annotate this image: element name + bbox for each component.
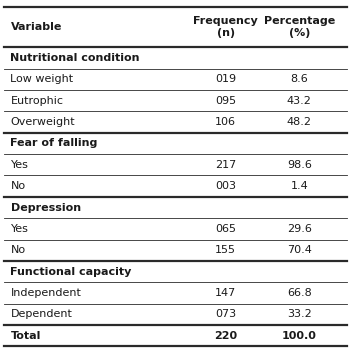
Text: Independent: Independent [10,288,81,298]
Text: 106: 106 [215,117,236,127]
Text: 70.4: 70.4 [287,245,312,255]
Text: Frequency
(n): Frequency (n) [193,16,258,38]
Text: 48.2: 48.2 [287,117,312,127]
Text: Fear of falling: Fear of falling [10,139,98,148]
Text: 8.6: 8.6 [290,74,308,84]
Text: Functional capacity: Functional capacity [10,267,132,277]
Text: 1.4: 1.4 [290,181,308,191]
Text: 003: 003 [215,181,236,191]
Text: 217: 217 [215,160,236,170]
Text: Depression: Depression [10,203,80,212]
Text: 073: 073 [215,309,236,320]
Text: Eutrophic: Eutrophic [10,96,63,106]
Text: 220: 220 [214,331,237,341]
Text: 019: 019 [215,74,236,84]
Text: Dependent: Dependent [10,309,72,320]
Text: Variable: Variable [10,22,62,32]
Text: 095: 095 [215,96,236,106]
Text: 147: 147 [215,288,236,298]
Text: 43.2: 43.2 [287,96,312,106]
Text: Yes: Yes [10,160,28,170]
Text: 065: 065 [215,224,236,234]
Text: Low weight: Low weight [10,74,74,84]
Text: Total: Total [10,331,41,341]
Text: 98.6: 98.6 [287,160,312,170]
Text: No: No [10,245,26,255]
Text: No: No [10,181,26,191]
Text: Nutritional condition: Nutritional condition [10,53,140,63]
Text: 100.0: 100.0 [282,331,317,341]
Text: Percentage
(%): Percentage (%) [264,16,335,38]
Text: Yes: Yes [10,224,28,234]
Text: 29.6: 29.6 [287,224,312,234]
Text: 66.8: 66.8 [287,288,312,298]
Text: 155: 155 [215,245,236,255]
Text: 33.2: 33.2 [287,309,312,320]
Text: Overweight: Overweight [10,117,75,127]
